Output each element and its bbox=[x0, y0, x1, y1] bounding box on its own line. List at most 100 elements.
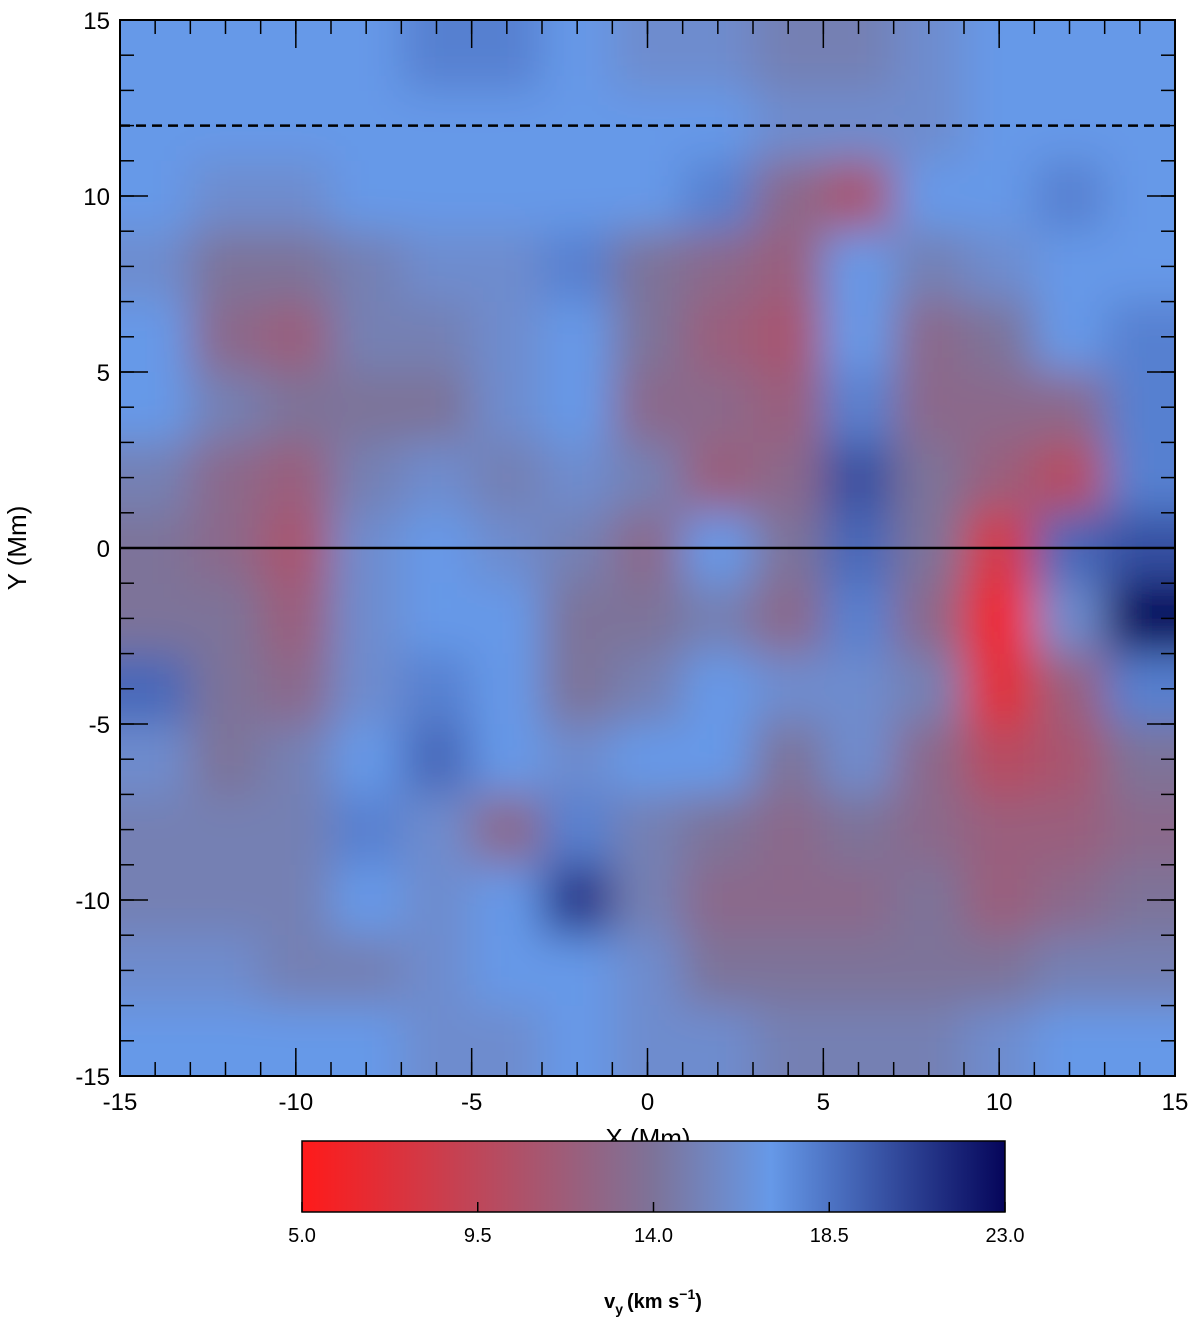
heatmap-cell bbox=[542, 20, 613, 91]
heatmap-cell bbox=[331, 794, 402, 866]
heatmap-cell bbox=[964, 160, 1035, 232]
heatmap-cell bbox=[190, 301, 262, 373]
colorbar-label-close: ) bbox=[695, 1291, 702, 1313]
heatmap-cell bbox=[1034, 653, 1106, 725]
heatmap-cell bbox=[471, 794, 543, 866]
heatmap bbox=[120, 20, 1175, 1076]
heatmap-cell bbox=[893, 301, 965, 373]
heatmap-cell bbox=[401, 653, 473, 725]
heatmap-cell bbox=[753, 442, 824, 514]
heatmap-cell bbox=[964, 301, 1035, 373]
x-tick-label: -10 bbox=[278, 1089, 313, 1116]
heatmap-cell bbox=[893, 20, 965, 91]
heatmap-cell bbox=[612, 231, 684, 303]
heatmap-cell bbox=[753, 231, 824, 303]
colorbar-tick-label: 5.0 bbox=[288, 1225, 316, 1247]
heatmap-cell bbox=[612, 864, 684, 936]
heatmap-cell bbox=[893, 231, 965, 303]
heatmap-cell bbox=[542, 653, 613, 725]
x-tick-label: -5 bbox=[461, 1089, 482, 1116]
heatmap-cell bbox=[964, 442, 1035, 514]
heatmap-cell bbox=[893, 160, 965, 232]
heatmap-cell bbox=[542, 794, 613, 866]
heatmap-cell bbox=[120, 1005, 191, 1076]
heatmap-cell bbox=[120, 583, 191, 655]
heatmap-cell bbox=[471, 724, 543, 795]
y-tick-label: 15 bbox=[83, 8, 110, 35]
heatmap-cell bbox=[190, 372, 262, 443]
heatmap-cell bbox=[331, 583, 402, 655]
heatmap-cell bbox=[823, 442, 895, 514]
colorbar-label-symbol: v bbox=[604, 1291, 616, 1313]
heatmap-cell bbox=[542, 372, 613, 443]
heatmap-cell bbox=[893, 864, 965, 936]
heatmap-cell bbox=[964, 231, 1035, 303]
heatmap-cells bbox=[120, 20, 1175, 1076]
heatmap-cell bbox=[331, 653, 402, 725]
heatmap-cell bbox=[682, 20, 754, 91]
heatmap-cell bbox=[260, 301, 332, 373]
heatmap-cell bbox=[612, 583, 684, 655]
heatmap-cell bbox=[190, 1005, 262, 1076]
heatmap-cell bbox=[823, 794, 895, 866]
heatmap-cell bbox=[1034, 442, 1106, 514]
x-tick-label: 10 bbox=[986, 1089, 1013, 1116]
heatmap-cell bbox=[542, 442, 613, 514]
heatmap-cell bbox=[401, 20, 473, 91]
y-tick-label: -15 bbox=[75, 1064, 110, 1091]
heatmap-cell bbox=[120, 372, 191, 443]
colorbar-label-subscript: y bbox=[615, 1301, 623, 1317]
heatmap-cell bbox=[1034, 160, 1106, 232]
heatmap-cell bbox=[1034, 724, 1106, 795]
heatmap-cell bbox=[260, 864, 332, 936]
heatmap-cell bbox=[753, 935, 824, 1007]
heatmap-cell bbox=[260, 442, 332, 514]
heatmap-cell bbox=[190, 653, 262, 725]
heatmap-cell bbox=[1034, 1005, 1106, 1076]
heatmap-cell bbox=[1034, 583, 1106, 655]
heatmap-cell bbox=[964, 794, 1035, 866]
heatmap-cell bbox=[1034, 301, 1106, 373]
heatmap-cell bbox=[1034, 935, 1106, 1007]
heatmap-cell bbox=[823, 935, 895, 1007]
heatmap-cell bbox=[120, 442, 191, 514]
heatmap-cell bbox=[893, 724, 965, 795]
heatmap-cell bbox=[401, 583, 473, 655]
heatmap-cell bbox=[1104, 935, 1175, 1007]
heatmap-cell bbox=[190, 231, 262, 303]
heatmap-cell bbox=[753, 20, 824, 91]
heatmap-cell bbox=[612, 160, 684, 232]
heatmap-cell bbox=[1034, 372, 1106, 443]
heatmap-cell bbox=[471, 231, 543, 303]
colorbar-tick-label: 23.0 bbox=[986, 1225, 1025, 1247]
heatmap-cell bbox=[1104, 442, 1175, 514]
heatmap-cell bbox=[964, 372, 1035, 443]
x-tick-label: 15 bbox=[1162, 1089, 1189, 1116]
heatmap-cell bbox=[471, 653, 543, 725]
y-tick-label: 10 bbox=[83, 184, 110, 211]
heatmap-cell bbox=[120, 90, 191, 162]
heatmap-cell bbox=[1104, 301, 1175, 373]
heatmap-cell bbox=[753, 301, 824, 373]
heatmap-cell bbox=[964, 935, 1035, 1007]
heatmap-cell bbox=[612, 372, 684, 443]
heatmap-cell bbox=[964, 653, 1035, 725]
heatmap-cell bbox=[331, 864, 402, 936]
heatmap-cell bbox=[682, 653, 754, 725]
heatmap-cell bbox=[260, 583, 332, 655]
heatmap-cell bbox=[753, 653, 824, 725]
heatmap-cell bbox=[823, 160, 895, 232]
colorbar-label: vy (km s−1) bbox=[604, 1286, 702, 1317]
heatmap-cell bbox=[331, 160, 402, 232]
heatmap-cell bbox=[260, 653, 332, 725]
heatmap-cell bbox=[682, 372, 754, 443]
heatmap-cell bbox=[542, 231, 613, 303]
heatmap-cell bbox=[753, 724, 824, 795]
heatmap-cell bbox=[190, 20, 262, 91]
heatmap-cell bbox=[401, 160, 473, 232]
heatmap-cell bbox=[190, 794, 262, 866]
heatmap-cell bbox=[1104, 20, 1175, 91]
x-tick-label: 0 bbox=[641, 1089, 654, 1116]
heatmap-cell bbox=[542, 583, 613, 655]
heatmap-cell bbox=[682, 160, 754, 232]
